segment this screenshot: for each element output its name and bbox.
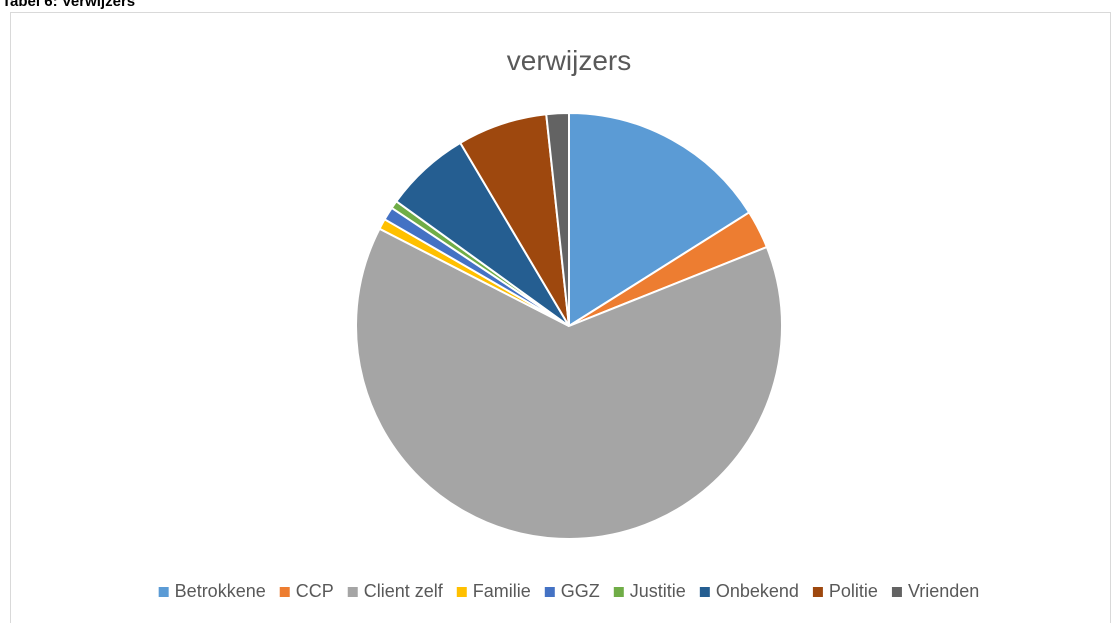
legend-swatch xyxy=(347,587,358,597)
legend: Betrokkene CCP Client zelf Familie GGZ Justit… xyxy=(158,581,979,601)
chart-title: verwijzers xyxy=(507,45,631,76)
legend-label: Client zelf xyxy=(364,581,444,601)
pie-slice xyxy=(568,111,751,328)
legend-label: Vrienden xyxy=(908,581,979,601)
legend-swatch xyxy=(544,587,555,597)
legend-label: GGZ xyxy=(561,581,600,601)
pie-slice xyxy=(355,227,783,540)
legend-label: Justitie xyxy=(630,581,686,601)
legend-swatch xyxy=(158,587,169,597)
legend-label: Familie xyxy=(473,581,531,601)
legend-swatch xyxy=(613,587,624,597)
legend-swatch xyxy=(699,587,710,597)
legend-label: CCP xyxy=(296,581,334,601)
legend-label: Politie xyxy=(829,581,878,601)
legend-swatch xyxy=(891,587,902,597)
legend-swatch xyxy=(812,587,823,597)
legend-swatch xyxy=(456,587,467,597)
caption: Tabel 6: Verwijzers xyxy=(2,0,135,10)
pie-slice xyxy=(545,111,570,327)
pie xyxy=(355,111,783,540)
legend-swatch xyxy=(279,587,290,597)
legend-label: Betrokkene xyxy=(175,581,266,601)
legend-label: Onbekend xyxy=(716,581,799,601)
